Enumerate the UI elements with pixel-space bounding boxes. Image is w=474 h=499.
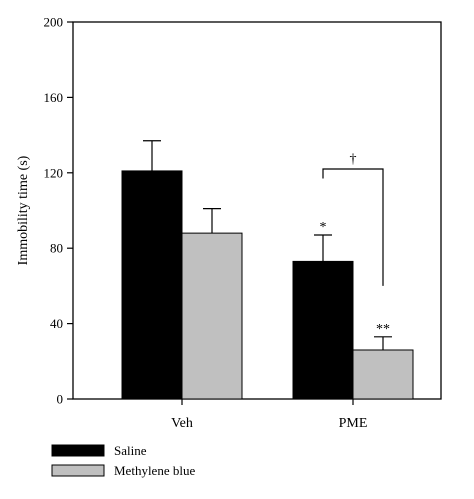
bar-veh-saline — [121, 170, 183, 400]
legend-swatch — [51, 464, 105, 477]
y-tick-label: 120 — [44, 165, 64, 180]
plot-frame — [72, 21, 442, 400]
legend-swatch — [51, 444, 105, 457]
x-tick-label: PME — [339, 416, 368, 431]
y-tick-label: 80 — [50, 241, 63, 256]
comparison-marker: † — [350, 152, 357, 167]
y-tick-label: 160 — [44, 90, 64, 105]
legend-label: Methylene blue — [114, 463, 195, 478]
significance-marker-methylene-blue: ** — [376, 322, 390, 337]
bar-pme-methylene-blue — [352, 349, 414, 400]
y-tick-label: 40 — [50, 316, 63, 331]
legend-label: Saline — [114, 443, 147, 458]
comparison-bracket — [322, 168, 384, 286]
bar-pme-saline — [292, 260, 354, 400]
y-tick-label: 0 — [57, 392, 64, 407]
bar-veh-methylene-blue — [181, 232, 243, 400]
y-axis-label: Immobility time (s) — [16, 155, 31, 265]
significance-marker-saline: * — [320, 220, 327, 235]
x-tick-label: Veh — [171, 416, 193, 431]
y-tick-label: 200 — [44, 15, 64, 30]
